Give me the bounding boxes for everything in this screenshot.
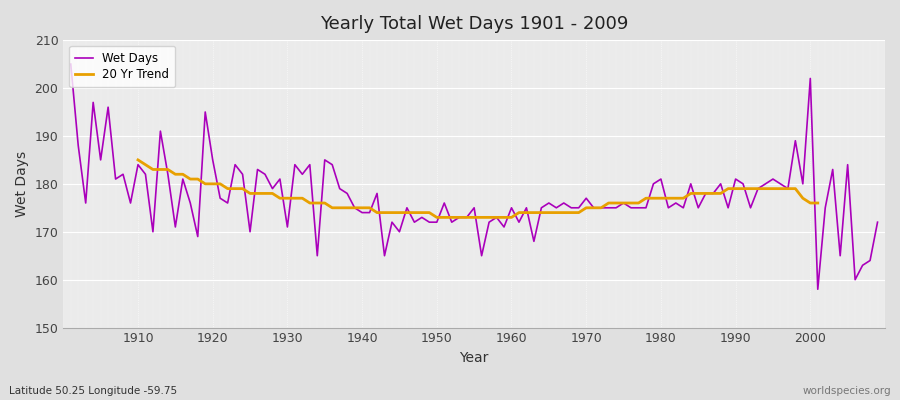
20 Yr Trend [431, 215, 442, 220]
X-axis label: Year: Year [460, 351, 489, 365]
20 Yr Trend [813, 201, 824, 206]
Legend: Wet Days, 20 Yr Trend: Wet Days, 20 Yr Trend [69, 46, 176, 87]
Text: Latitude 50.25 Longitude -59.75: Latitude 50.25 Longitude -59.75 [9, 386, 177, 396]
Y-axis label: Wet Days: Wet Days [15, 151, 29, 217]
Title: Yearly Total Wet Days 1901 - 2009: Yearly Total Wet Days 1901 - 2009 [320, 15, 628, 33]
Wet Days [872, 220, 883, 224]
20 Yr Trend [707, 191, 718, 196]
20 Yr Trend [678, 196, 688, 201]
Line: Wet Days: Wet Days [71, 64, 878, 289]
Wet Days [813, 287, 824, 292]
Text: worldspecies.org: worldspecies.org [803, 386, 891, 396]
20 Yr Trend [544, 210, 554, 215]
Line: 20 Yr Trend: 20 Yr Trend [138, 160, 818, 217]
20 Yr Trend [641, 196, 652, 201]
Wet Days [499, 224, 509, 229]
Wet Days [506, 206, 517, 210]
20 Yr Trend [686, 191, 697, 196]
Wet Days [125, 201, 136, 206]
Wet Days [596, 206, 607, 210]
Wet Days [66, 62, 77, 66]
20 Yr Trend [132, 158, 143, 162]
Wet Days [290, 162, 301, 167]
20 Yr Trend [670, 196, 681, 201]
Wet Days [334, 186, 345, 191]
